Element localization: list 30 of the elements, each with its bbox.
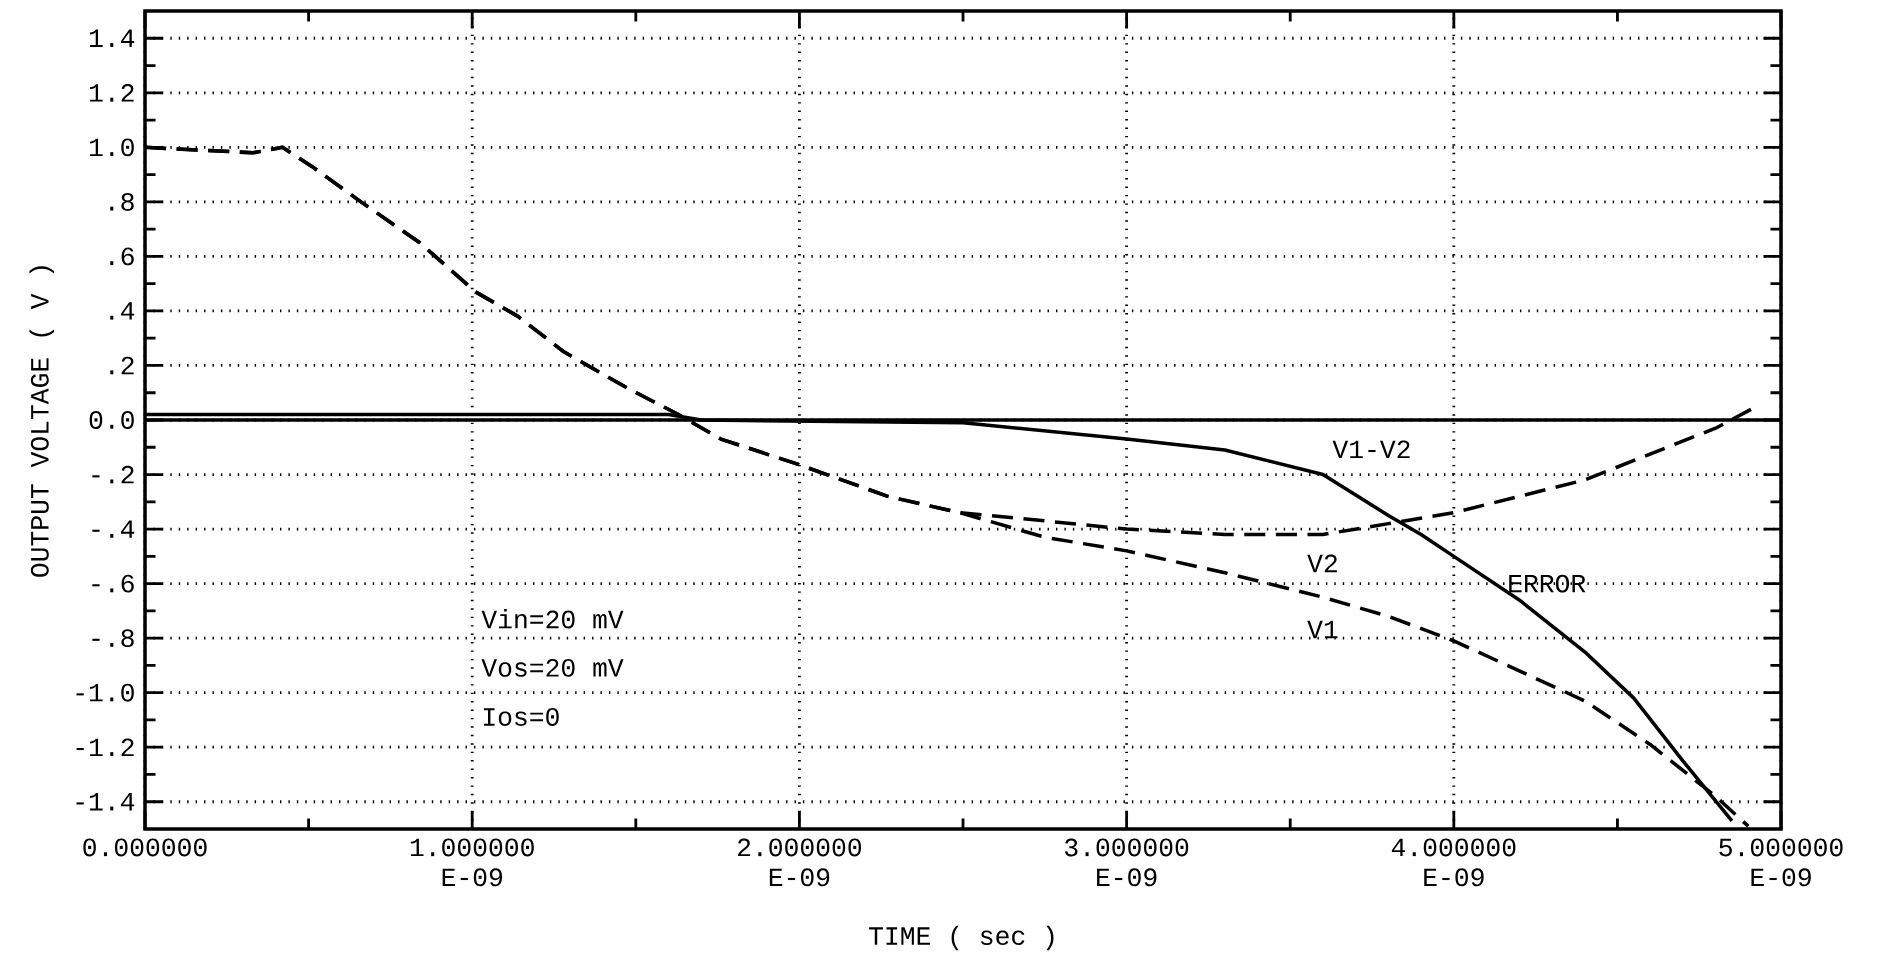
x-tick-label: 5.000000E-09 (1719, 838, 1843, 887)
y-tick-label: -.8 (92, 629, 134, 648)
annotation: ERROR (1509, 574, 1586, 593)
y-tick-label: -1.2 (76, 738, 134, 757)
annotation: Vos=20 mV (481, 658, 624, 677)
series-label: V1-V2 (1332, 440, 1410, 459)
x-tick-label: 0.000000 (83, 838, 207, 857)
y-tick-label: -.6 (92, 574, 134, 593)
y-tick-label: -1.4 (76, 793, 135, 811)
x-tick-label: 4.000000E-09 (1391, 838, 1516, 887)
annotation: Ios=0 (483, 707, 559, 726)
y-tick-label: .4 (110, 302, 135, 320)
y-tick-label: 1.0 (90, 138, 134, 157)
annotation: Vin=20 mV (481, 609, 624, 629)
y-axis-title: OUTPUT VOLTAGE ( V ) (29, 266, 54, 577)
series-label: V1 (1307, 620, 1338, 639)
y-tick-label: -.4 (92, 520, 135, 538)
y-tick-label: -.2 (92, 465, 134, 484)
x-tick-label: 3.000000E-09 (1064, 838, 1189, 887)
y-tick-label: .8 (110, 192, 134, 211)
y-tick-label: .2 (110, 356, 134, 375)
x-tick-label: 1.000000E-09 (410, 838, 534, 887)
y-tick-label: 1.2 (90, 83, 134, 102)
y-tick-label: 0.0 (89, 411, 134, 429)
x-axis-title: TIME ( sec ) (869, 925, 1054, 951)
series-label: V2 (1307, 554, 1337, 573)
y-tick-label: .6 (110, 247, 134, 266)
y-tick-label: -1.0 (76, 683, 134, 702)
y-tick-label: 1.4 (90, 29, 135, 47)
x-tick-label: 2.000000E-09 (738, 838, 862, 887)
